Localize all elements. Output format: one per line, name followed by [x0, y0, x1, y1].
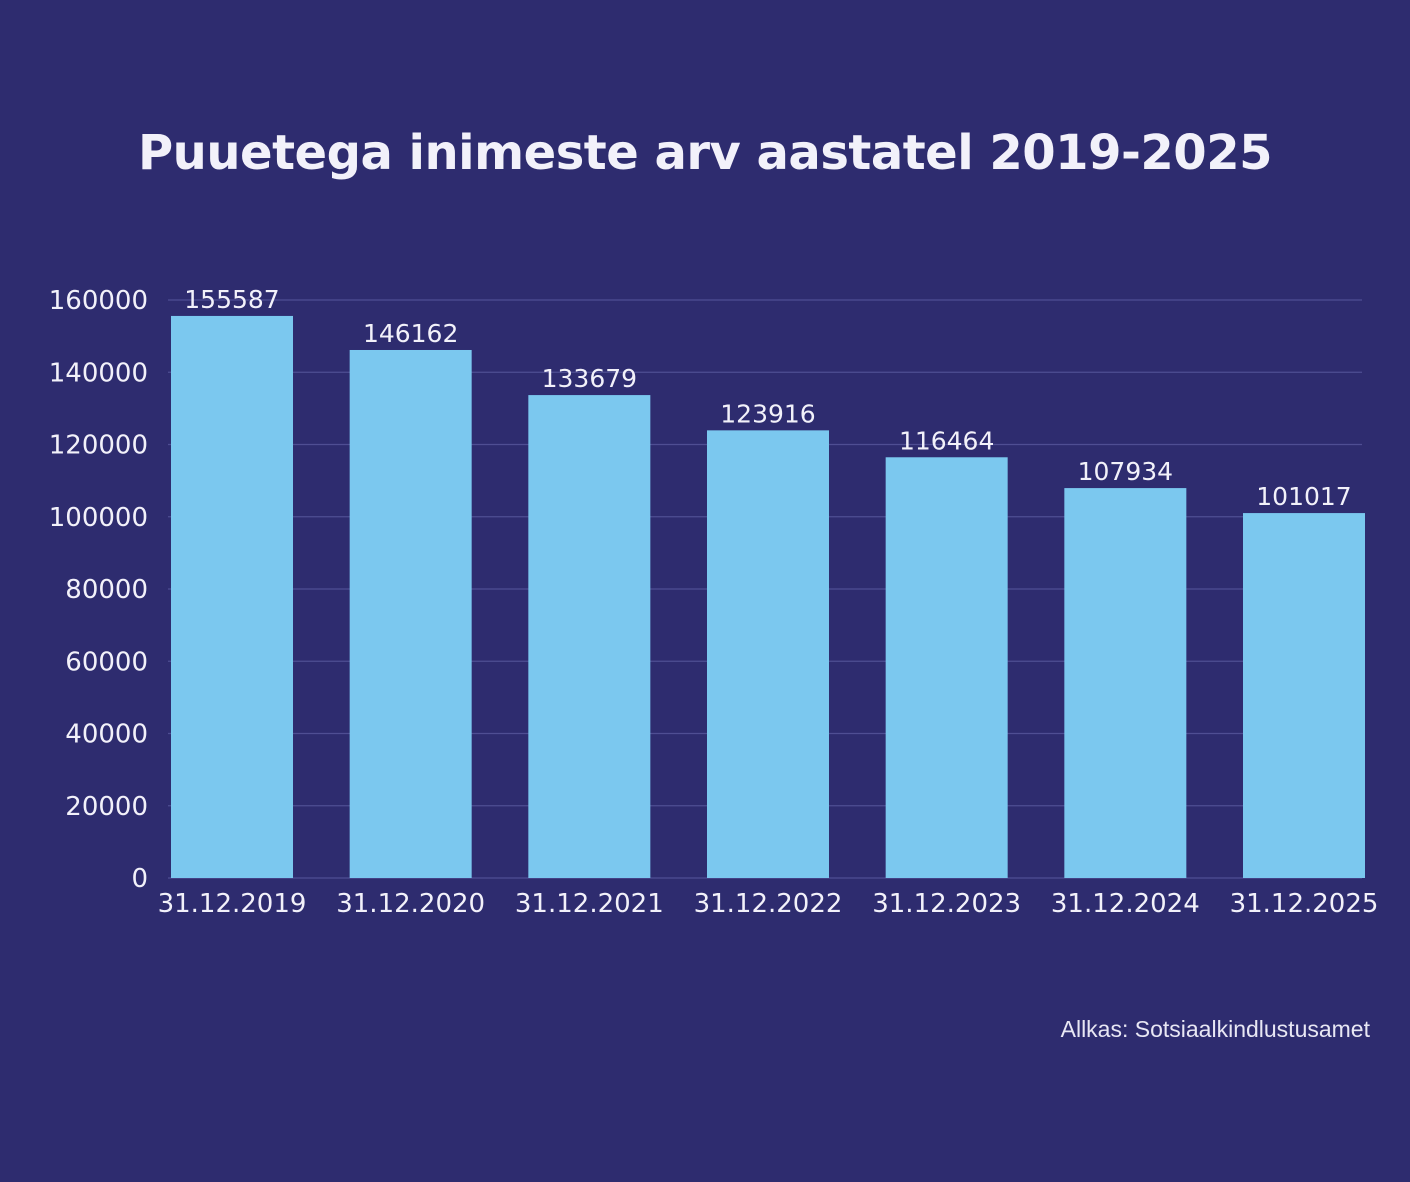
- bar: [1064, 488, 1187, 878]
- bar-value-label: 155587: [184, 285, 279, 314]
- x-tick-label: 31.12.2019: [158, 889, 307, 919]
- bar: [885, 457, 1008, 878]
- bar-value-label: 107934: [1078, 457, 1173, 486]
- x-tick-label: 31.12.2020: [336, 889, 485, 919]
- y-tick-label: 100000: [49, 503, 148, 533]
- bar: [528, 395, 651, 878]
- x-tick-label: 31.12.2024: [1051, 889, 1200, 919]
- bar-value-label: 146162: [363, 319, 458, 348]
- source-note: Allkas: Sotsiaalkindlustusamet: [1060, 1016, 1370, 1042]
- y-tick-label: 60000: [65, 647, 148, 677]
- x-tick-label: 31.12.2022: [694, 889, 843, 919]
- bars: [171, 315, 1365, 879]
- bar: [349, 349, 472, 879]
- chart-title: Puuetega inimeste arv aastatel 2019-2025: [138, 125, 1273, 181]
- bar: [1243, 513, 1365, 878]
- y-tick-label: 20000: [65, 792, 148, 822]
- x-tick-label: 31.12.2023: [872, 889, 1021, 919]
- bar-value-label: 101017: [1256, 482, 1351, 511]
- x-tick-label: 31.12.2025: [1230, 889, 1379, 919]
- y-tick-label: 40000: [65, 720, 148, 750]
- x-axis-labels: 31.12.2019 31.12.2020 31.12.2021 31.12.2022…: [158, 889, 1379, 919]
- y-tick-label: 80000: [65, 575, 148, 605]
- y-tick-label: 0: [131, 864, 148, 894]
- bar-value-label: 116464: [899, 426, 994, 455]
- value-labels: 155587 146162 133679 123916 116464 107934 1010…: [184, 285, 1351, 511]
- y-tick-label: 120000: [49, 431, 148, 461]
- y-axis-ticks: 0 20000 40000 60000 80000 100000 120000 140000 1…: [49, 286, 148, 894]
- x-tick-label: 31.12.2021: [515, 889, 664, 919]
- bar: [707, 430, 829, 878]
- bar: [171, 315, 293, 878]
- bar-value-label: 133679: [542, 364, 637, 393]
- y-tick-label: 140000: [49, 358, 148, 388]
- y-tick-label: 160000: [49, 286, 148, 316]
- bar-value-label: 123916: [720, 399, 815, 428]
